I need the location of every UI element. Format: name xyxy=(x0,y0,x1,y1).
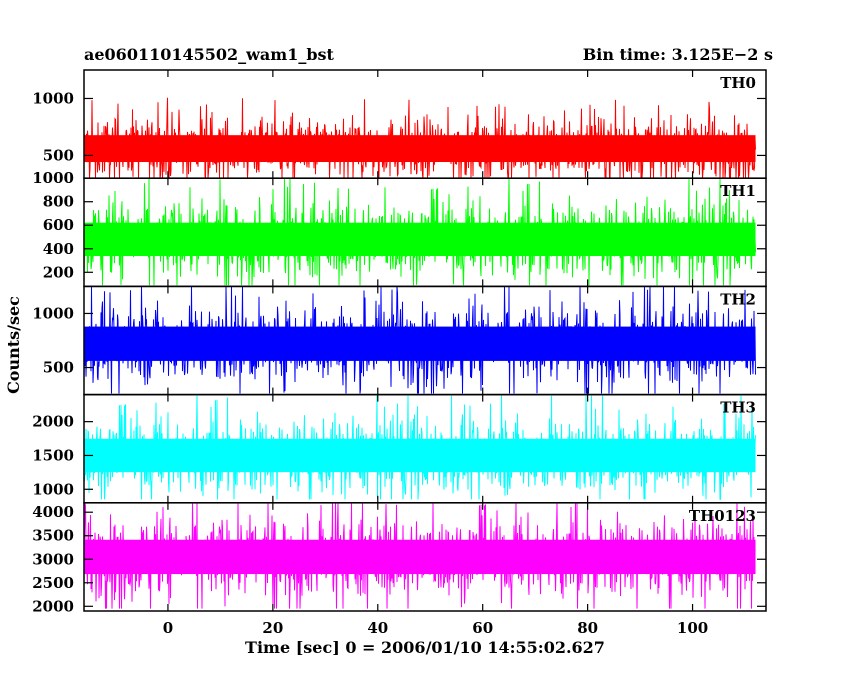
x-axis-label: Time [sec] 0 = 2006/01/10 14:55:02.627 xyxy=(245,638,605,657)
y-tick-label: 1500 xyxy=(32,446,74,464)
y-tick-label: 1000 xyxy=(32,480,74,498)
y-tick-label: 4000 xyxy=(32,503,74,521)
x-tick-label: 40 xyxy=(367,619,388,637)
panels-group: 5001000TH02004006008001000TH15001000TH21… xyxy=(32,69,767,637)
y-tick-label: 3000 xyxy=(32,550,74,568)
y-tick-label: 2500 xyxy=(32,574,74,592)
series-band-th0123 xyxy=(84,539,756,575)
bin-time-label: Bin time: 3.125E−2 s xyxy=(583,45,773,64)
y-tick-label: 3500 xyxy=(32,527,74,545)
panel-label-th0: TH0 xyxy=(720,74,756,92)
y-tick-label: 1000 xyxy=(32,169,74,187)
series-band-th0 xyxy=(84,135,756,163)
series-band-th2 xyxy=(84,326,756,361)
chart-title: ae060110145502_wam1_bst xyxy=(84,45,335,64)
y-tick-label: 2000 xyxy=(32,413,74,431)
y-tick-label: 500 xyxy=(43,359,74,377)
panel-label-th0123: TH0123 xyxy=(689,507,756,525)
y-axis-label: Counts/sec xyxy=(4,296,23,394)
panel-frame-th0123 xyxy=(83,502,767,612)
y-tick-label: 400 xyxy=(43,240,74,258)
series-band-th3 xyxy=(84,438,756,473)
y-tick-label: 200 xyxy=(43,263,74,281)
y-tick-label: 500 xyxy=(43,146,74,164)
y-tick-label: 1000 xyxy=(32,89,74,107)
panel-label-th2: TH2 xyxy=(720,290,756,308)
y-tick-label: 2000 xyxy=(32,597,74,615)
x-tick-label: 0 xyxy=(163,619,173,637)
x-tick-label: 80 xyxy=(577,619,598,637)
x-tick-label: 60 xyxy=(472,619,493,637)
y-tick-label: 600 xyxy=(43,216,74,234)
y-tick-label: 1000 xyxy=(32,304,74,322)
series-band-th1 xyxy=(84,222,756,256)
panel-label-th3: TH3 xyxy=(720,399,756,417)
x-tick-label: 20 xyxy=(262,619,283,637)
panel-label-th1: TH1 xyxy=(720,182,756,200)
y-tick-label: 800 xyxy=(43,193,74,211)
x-tick-label: 100 xyxy=(677,619,708,637)
